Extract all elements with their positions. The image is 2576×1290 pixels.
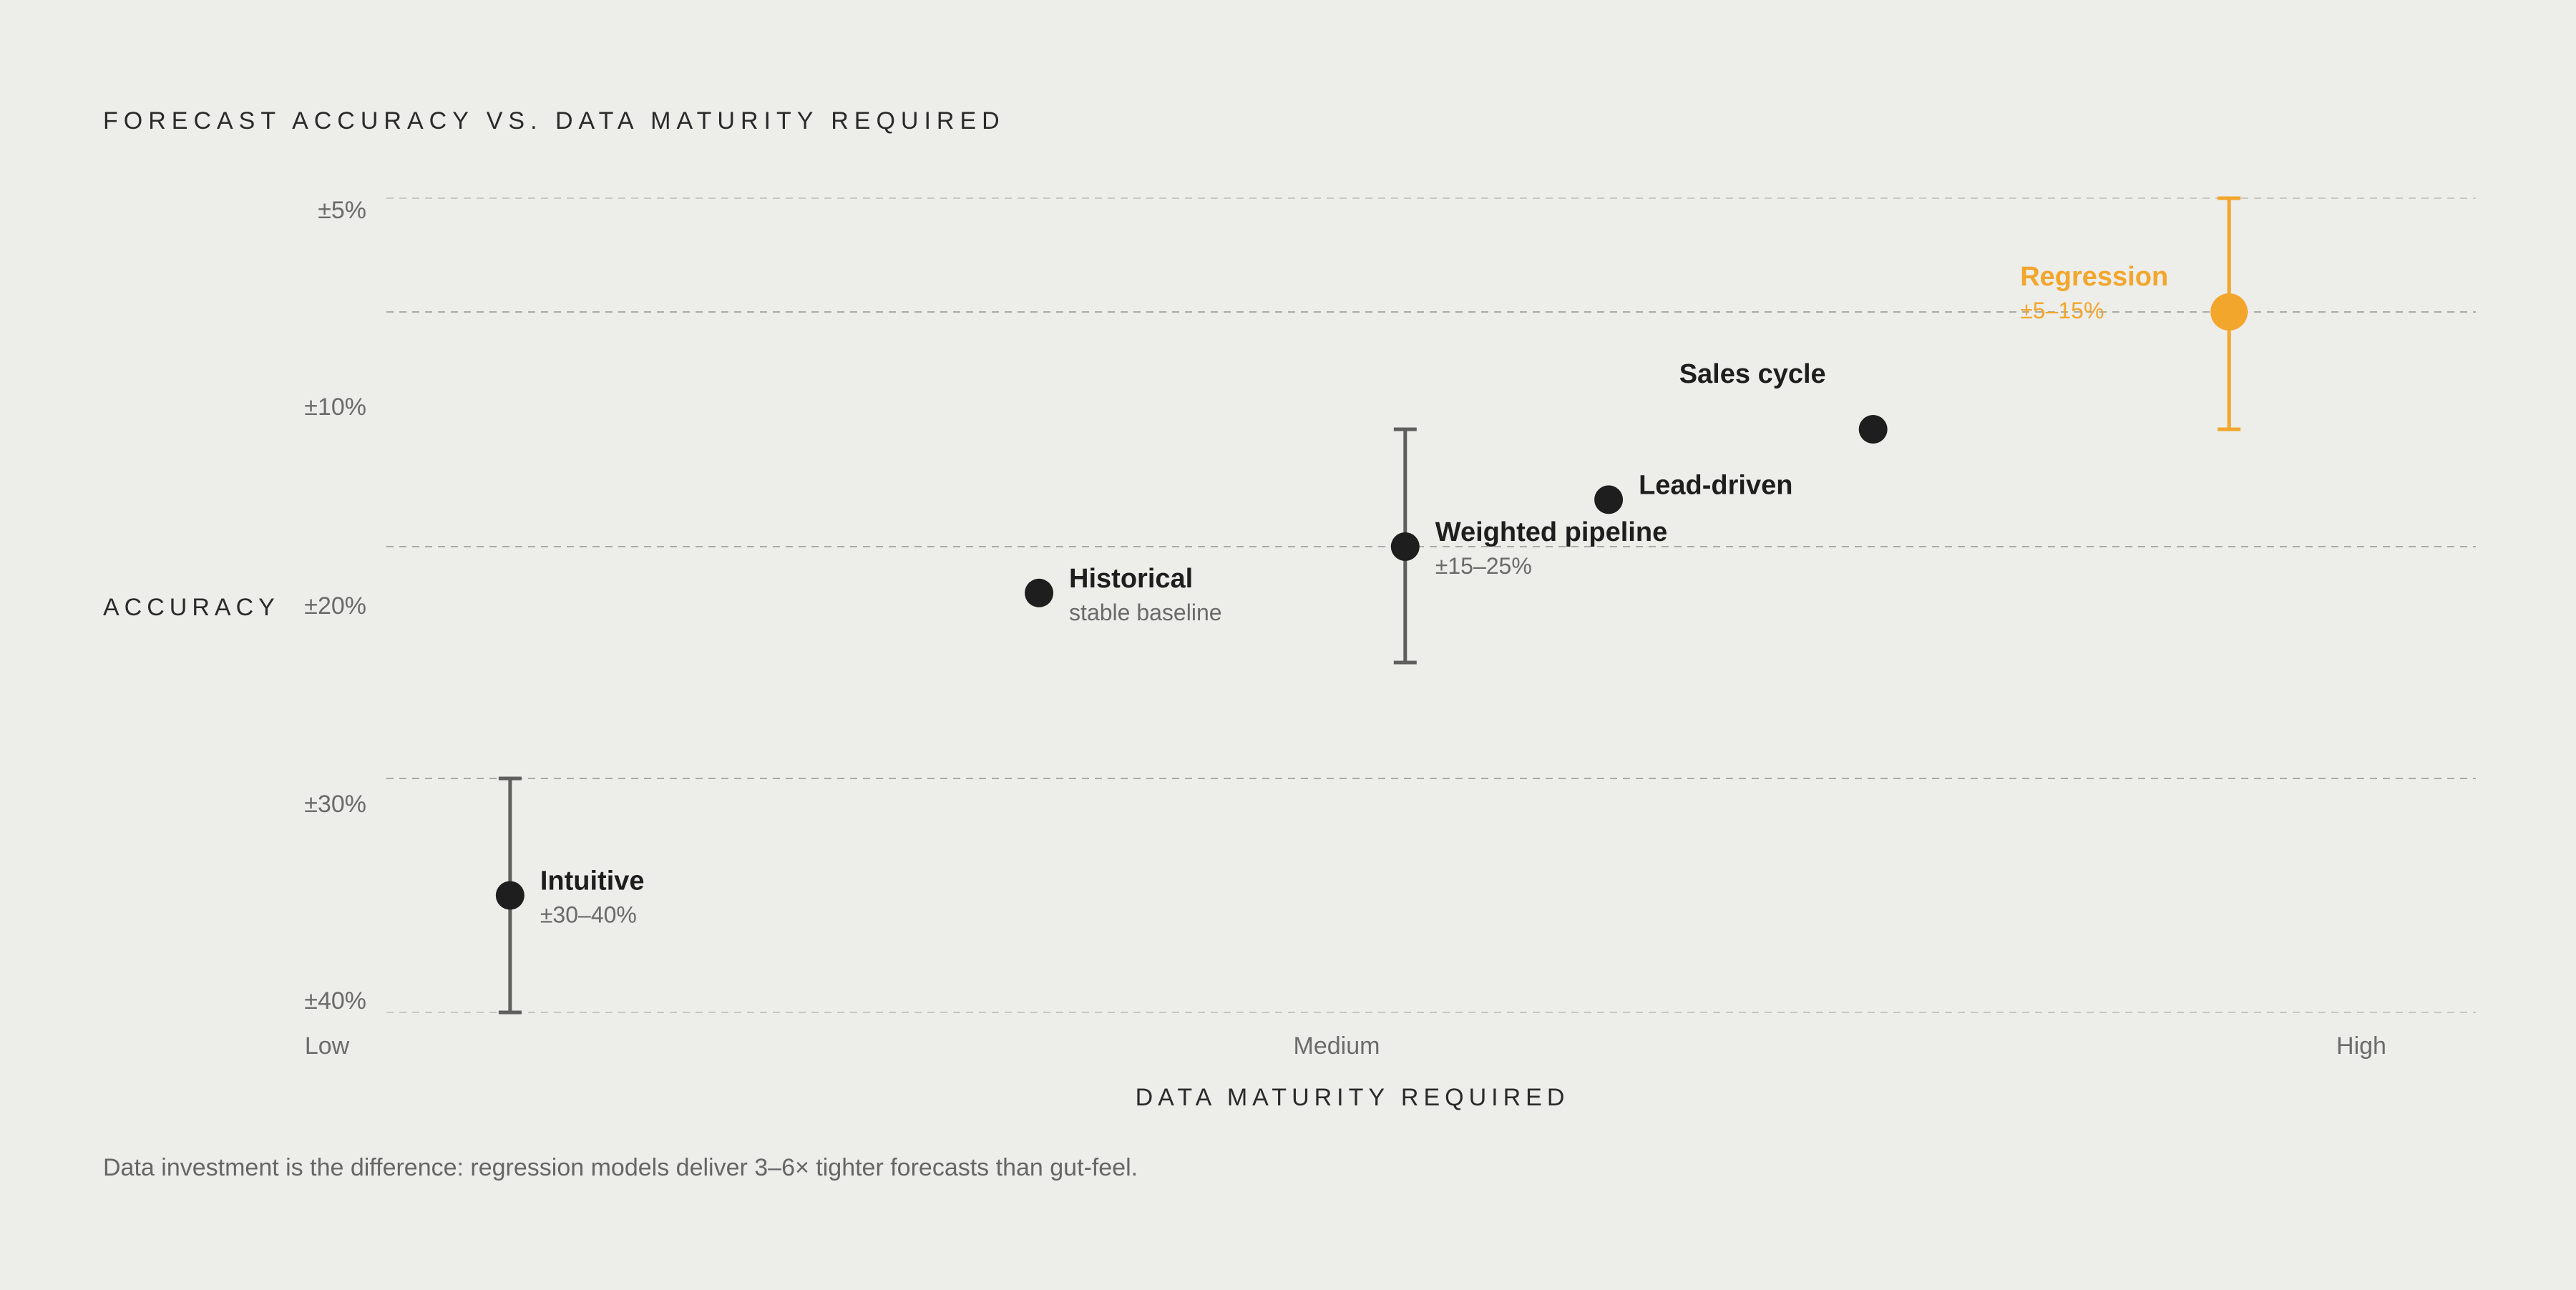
data-point-group: Regression ±5–15% bbox=[2020, 196, 2248, 431]
data-point-group: Intuitive ±30–40% bbox=[495, 776, 645, 1015]
y-tick-label: ±5% bbox=[318, 197, 366, 224]
data-point-label: Historical bbox=[1069, 564, 1193, 594]
data-point-label: Weighted pipeline bbox=[1435, 517, 1667, 547]
data-point bbox=[1390, 532, 1420, 561]
x-tick-label: Low bbox=[305, 1032, 350, 1060]
data-point-group: Historical stable baseline bbox=[1025, 564, 1222, 625]
data-point-sublabel: ±5–15% bbox=[2020, 298, 2104, 323]
data-point-sublabel: stable baseline bbox=[1069, 600, 1221, 625]
y-tick-label: ±30% bbox=[304, 791, 366, 818]
y-tick-labels: ±5% ±10% ±20% ±30% ±40% bbox=[304, 197, 366, 1015]
y-tick-label: ±20% bbox=[304, 592, 366, 620]
y-tick-label: ±10% bbox=[304, 394, 366, 421]
data-point bbox=[1594, 485, 1624, 514]
data-point-group: Sales cycle bbox=[1679, 359, 1888, 444]
x-tick-label: High bbox=[2336, 1032, 2386, 1060]
data-point bbox=[1858, 415, 1888, 444]
data-point-label: Lead-driven bbox=[1639, 470, 1792, 500]
data-point bbox=[2210, 293, 2248, 331]
data-point-sublabel: ±15–25% bbox=[1435, 553, 1532, 579]
x-tick-labels: Low Medium High bbox=[305, 1032, 2386, 1060]
x-tick-label: Medium bbox=[1294, 1032, 1380, 1060]
chart-title: FORECAST ACCURACY VS. DATA MATURITY REQU… bbox=[103, 107, 1005, 135]
data-point bbox=[1025, 578, 1054, 607]
x-axis-title: DATA MATURITY REQUIRED bbox=[1136, 1084, 1570, 1111]
gridlines bbox=[386, 197, 2476, 1013]
data-points: Intuitive ±30–40% Historical stable baselin… bbox=[495, 196, 2248, 1015]
chart-caption: Data investment is the difference: regre… bbox=[103, 1154, 1138, 1181]
y-axis-title: ACCURACY bbox=[103, 594, 280, 621]
data-point-group: Lead-driven bbox=[1594, 470, 1792, 514]
data-point-sublabel: ±30–40% bbox=[540, 902, 637, 928]
data-point-group: Weighted pipeline ±15–25% bbox=[1390, 427, 1667, 665]
data-point bbox=[495, 881, 525, 910]
y-tick-label: ±40% bbox=[304, 987, 366, 1015]
data-point-label: Intuitive bbox=[540, 866, 645, 896]
data-point-label: Regression bbox=[2020, 262, 2168, 292]
data-point-label: Sales cycle bbox=[1679, 359, 1826, 389]
